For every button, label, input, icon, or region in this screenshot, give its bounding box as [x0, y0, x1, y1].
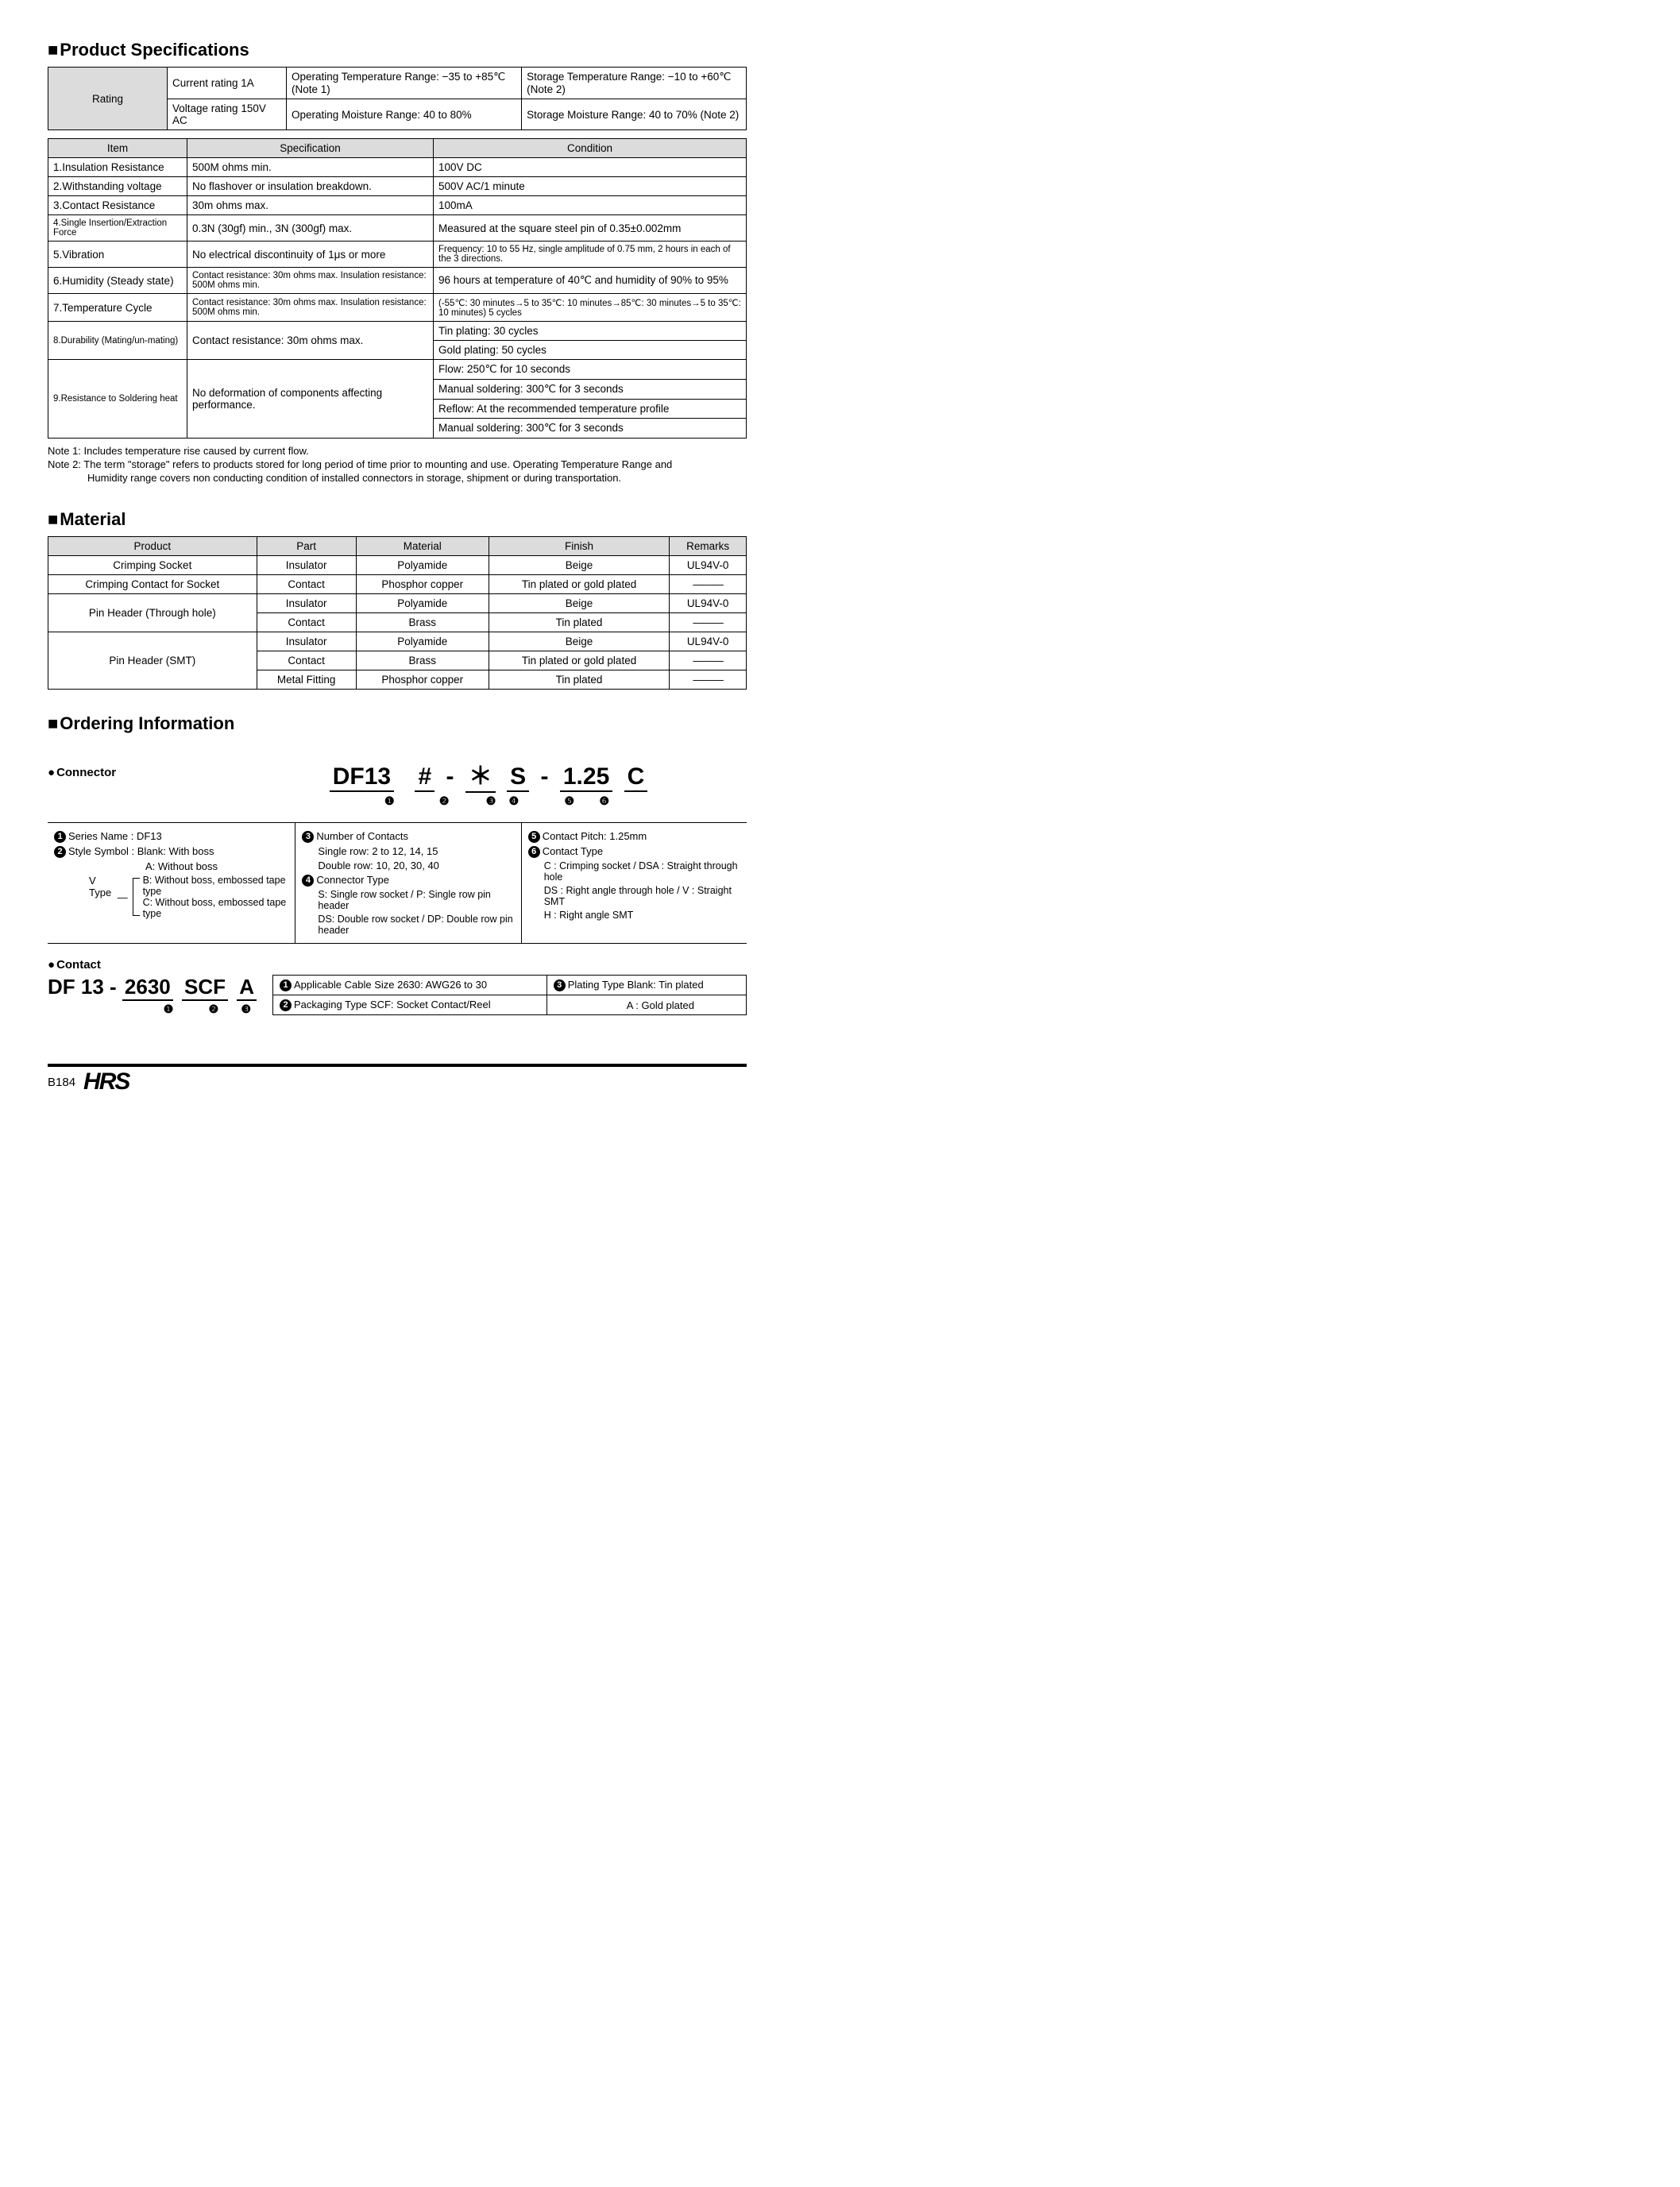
heading-ordering: Ordering Information — [48, 713, 747, 734]
heading-product-specs: Product Specifications — [48, 40, 747, 60]
contact-part-number: DF 13 - 2630 SCF A — [48, 975, 257, 1001]
table-row: 5.VibrationNo electrical discontinuity o… — [48, 241, 747, 268]
sub-connector: Connector — [48, 766, 230, 779]
rating-op-temp: Operating Temperature Range: −35 to +85℃… — [287, 68, 522, 99]
spec-hdr-cond: Condition — [434, 139, 747, 158]
heading-material: Material — [48, 509, 747, 530]
connector-part-number: DF13 # - ＊ S - 1.25 C — [230, 756, 747, 793]
table-row: 4.Single Insertion/Extraction Force0.3N … — [48, 215, 747, 241]
table-row: Crimping Socket Insulator Polyamide Beig… — [48, 556, 747, 575]
spec-hdr-spec: Specification — [187, 139, 434, 158]
page-number: B184 — [48, 1076, 75, 1089]
spec-hdr-item: Item — [48, 139, 187, 158]
note-2b: Humidity range covers non conducting con… — [48, 472, 747, 484]
sub-contact: Contact — [48, 958, 747, 972]
note-2: Note 2: The term "storage" refers to pro… — [48, 458, 747, 470]
rating-voltage: Voltage rating 150V AC — [168, 99, 287, 130]
mat-hdr-remarks: Remarks — [670, 537, 747, 556]
rating-label: Rating — [48, 68, 168, 130]
mat-hdr-part: Part — [257, 537, 356, 556]
spec-notes: Note 1: Includes temperature rise caused… — [48, 445, 747, 484]
table-row: 8.Durability (Mating/un-mating) Contact … — [48, 322, 747, 341]
rating-st-temp: Storage Temperature Range: −10 to +60℃(N… — [522, 68, 747, 99]
table-row: 6.Humidity (Steady state)Contact resista… — [48, 268, 747, 294]
table-row: Crimping Contact for Socket Contact Phos… — [48, 575, 747, 594]
page-footer: B184 HRS — [48, 1064, 747, 1095]
rating-table: Rating Current rating 1A Operating Tempe… — [48, 67, 747, 130]
table-row: 9.Resistance to Soldering heat No deform… — [48, 360, 747, 380]
table-row: Pin Header (SMT) Insulator Polyamide Bei… — [48, 632, 747, 651]
table-row: 3.Contact Resistance30m ohms max.100mA — [48, 196, 747, 215]
note-1: Note 1: Includes temperature rise caused… — [48, 445, 747, 457]
contact-pn-annotations: ❶ ❷ ❸ — [48, 1003, 257, 1016]
table-row: 2.Withstanding voltageNo flashover or in… — [48, 177, 747, 196]
table-row: 7.Temperature CycleContact resistance: 3… — [48, 294, 747, 322]
table-row: 1.Insulation Resistance500M ohms min.100… — [48, 158, 747, 177]
rating-op-moist: Operating Moisture Range: 40 to 80% — [287, 99, 522, 130]
contact-legend-table: 1Applicable Cable Size 2630: AWG26 to 30… — [272, 975, 747, 1015]
mat-hdr-product: Product — [48, 537, 257, 556]
spec-table: Item Specification Condition 1.Insulatio… — [48, 138, 747, 439]
connector-pn-annotations: ❶ ❷ ❸ ❹ ❺ ❻ — [230, 794, 747, 808]
mat-hdr-finish: Finish — [489, 537, 669, 556]
material-table: Product Part Material Finish Remarks Cri… — [48, 536, 747, 690]
hrs-logo: HRS — [83, 1068, 129, 1095]
mat-hdr-material: Material — [356, 537, 489, 556]
table-row: Pin Header (Through hole) Insulator Poly… — [48, 594, 747, 613]
rating-st-moist: Storage Moisture Range: 40 to 70% (Note … — [522, 99, 747, 130]
connector-legend: 1Series Name : DF13 2Style Symbol : Blan… — [48, 822, 747, 944]
rating-current: Current rating 1A — [168, 68, 287, 99]
